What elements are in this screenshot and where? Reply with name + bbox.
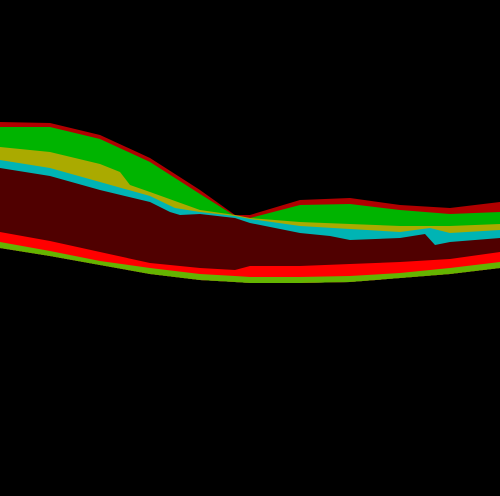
layer-red [0, 232, 500, 283]
layer-maroon [0, 168, 500, 283]
layer-bottom [0, 242, 500, 283]
